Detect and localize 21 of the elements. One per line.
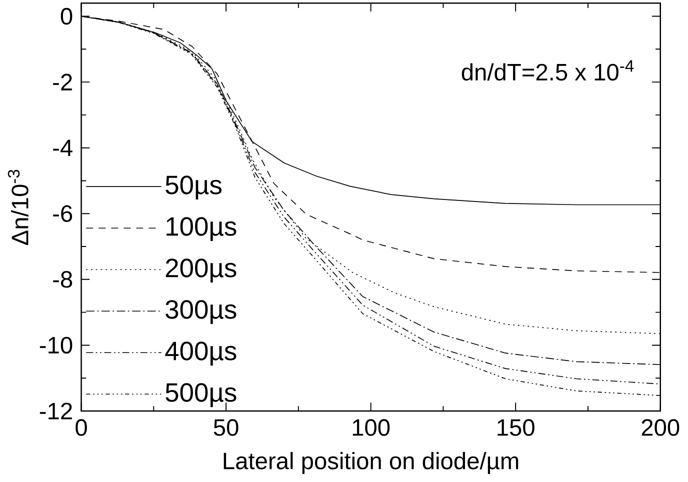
x-tick-label: 50 (214, 419, 238, 436)
y-tick-label: -12 (40, 402, 72, 420)
annotation: dn/dT=2.5 x 10$^{-4}$ (462, 60, 634, 81)
legend-label: 500µs (166, 383, 236, 408)
legend-label: 100µs (166, 217, 236, 242)
y-tick-label: -8 (53, 271, 72, 288)
legend-label: 50µs (166, 176, 222, 200)
x-tick-label: 0 (76, 419, 87, 436)
y-tick-label: -2 (53, 74, 72, 90)
x-tick-label: 200 (642, 419, 680, 436)
x-axis-title: Lateral position on diode/µm (224, 452, 518, 474)
x-tick-label: 150 (498, 419, 534, 436)
y-tick-label: -6 (53, 205, 72, 222)
y-tick-label: -4 (53, 140, 72, 156)
x-tick-label: 100 (352, 419, 390, 436)
legend-label: 400µs (165, 342, 236, 366)
y-axis-title: Δn/10$^{-3}$ (8, 170, 28, 246)
legend-label: 300µs (166, 300, 236, 324)
y-tick-label: -10 (40, 336, 72, 354)
legend-label: 200µs (166, 258, 236, 283)
y-tick-label: 0 (60, 8, 72, 25)
